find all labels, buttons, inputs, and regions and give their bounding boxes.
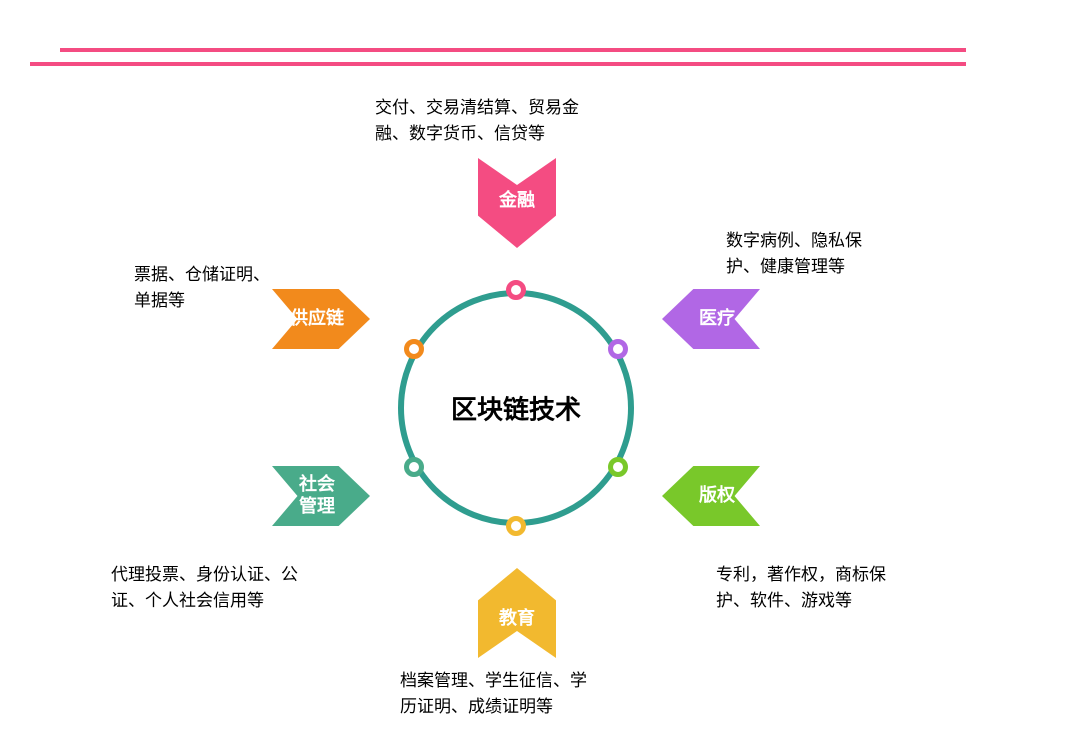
node-dot-social bbox=[404, 457, 424, 477]
node-label-copyright: 版权 bbox=[699, 485, 735, 507]
node-desc-medical: 数字病例、隐私保 护、健康管理等 bbox=[726, 228, 926, 279]
header-line-1 bbox=[60, 48, 966, 52]
node-arrow-finance: 金融 bbox=[478, 158, 556, 248]
center-title: 区块链技术 bbox=[451, 390, 581, 427]
node-dot-medical bbox=[608, 339, 628, 359]
node-desc-social: 代理投票、身份认证、公 证、个人社会信用等 bbox=[111, 562, 371, 613]
node-label-social: 社会 管理 bbox=[299, 474, 335, 517]
node-desc-copyright: 专利，著作权，商标保 护、软件、游戏等 bbox=[716, 562, 946, 613]
node-arrow-medical: 医疗 bbox=[662, 289, 760, 349]
node-desc-finance: 交付、交易清结算、贸易金 融、数字货币、信贷等 bbox=[375, 95, 655, 146]
header-lines bbox=[30, 48, 966, 66]
node-dot-supply bbox=[404, 339, 424, 359]
node-label-education: 教育 bbox=[499, 608, 535, 630]
node-arrow-education: 教育 bbox=[478, 568, 556, 658]
node-dot-finance bbox=[506, 280, 526, 300]
node-label-supply: 供应链 bbox=[290, 308, 344, 330]
node-arrow-supply: 供应链 bbox=[272, 289, 370, 349]
node-arrow-copyright: 版权 bbox=[662, 466, 760, 526]
node-dot-education bbox=[506, 516, 526, 536]
node-arrow-social: 社会 管理 bbox=[272, 466, 370, 526]
node-dot-copyright bbox=[608, 457, 628, 477]
node-desc-education: 档案管理、学生征信、学 历证明、成绩证明等 bbox=[400, 668, 660, 719]
header-line-2 bbox=[30, 62, 966, 66]
node-label-medical: 医疗 bbox=[699, 308, 735, 330]
node-label-finance: 金融 bbox=[499, 190, 535, 212]
